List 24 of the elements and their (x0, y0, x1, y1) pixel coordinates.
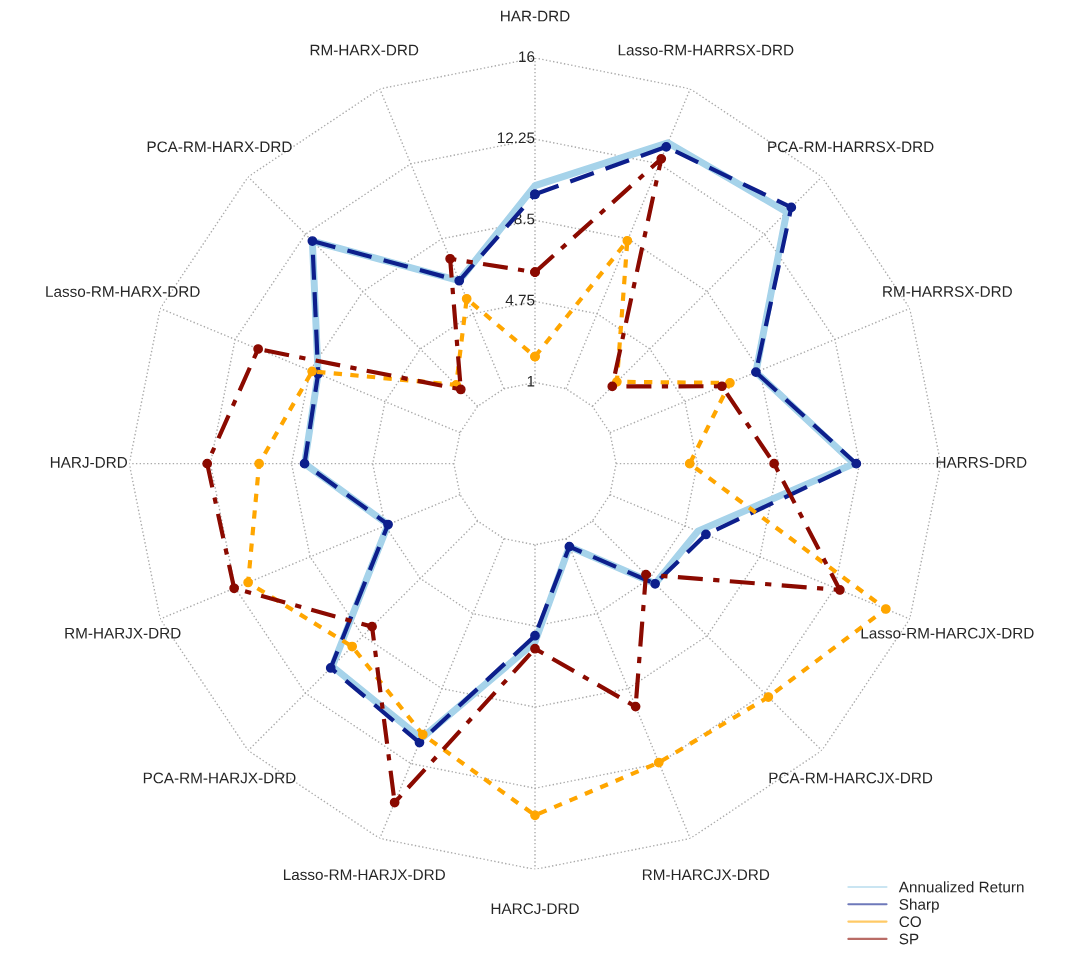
y-tick-label: 16 (519, 51, 535, 63)
legend-label: CO (899, 916, 921, 928)
legend-label: Annualized Return (898, 881, 1024, 893)
spoke-label: Lasso-RM-HARJX-DRD (283, 869, 445, 881)
spoke-label: RM-HARX-DRD (310, 44, 419, 56)
spoke-label: PCA-RM-HARX-DRD (147, 141, 292, 153)
y-tick-label: 4.75 (505, 294, 535, 306)
spoke-label: PCA-RM-HARCJX-DRD (769, 772, 933, 784)
legend-label: SP (899, 933, 919, 945)
spoke-label: HARCJ-DRD (491, 903, 579, 915)
spoke-label: PCA-RM-HARRSX-DRD (768, 141, 934, 153)
spoke-label: Lasso-RM-HARCJX-DRD (861, 627, 1034, 639)
spoke-label: RM-HARCJX-DRD (642, 869, 770, 881)
spoke-label: HAR-DRD (501, 10, 570, 22)
spoke-label: Lasso-RM-HARX-DRD (46, 286, 200, 297)
spoke-label: RM-HARJX-DRD (65, 627, 181, 639)
legend-label: Sharp (899, 898, 939, 913)
spoke-label: HARJ-DRD (50, 457, 128, 468)
y-tick-label: 12.25 (497, 132, 535, 144)
spoke-label: Lasso-RM-HARRSX-DRD (618, 44, 794, 56)
spoke-label: RM-HARRSX-DRD (883, 286, 1012, 297)
y-tick-label: 1 (527, 375, 535, 387)
spoke-label: HARRS-DRD (936, 456, 1027, 468)
spoke-label: PCA-RM-HARJX-DRD (143, 772, 296, 784)
